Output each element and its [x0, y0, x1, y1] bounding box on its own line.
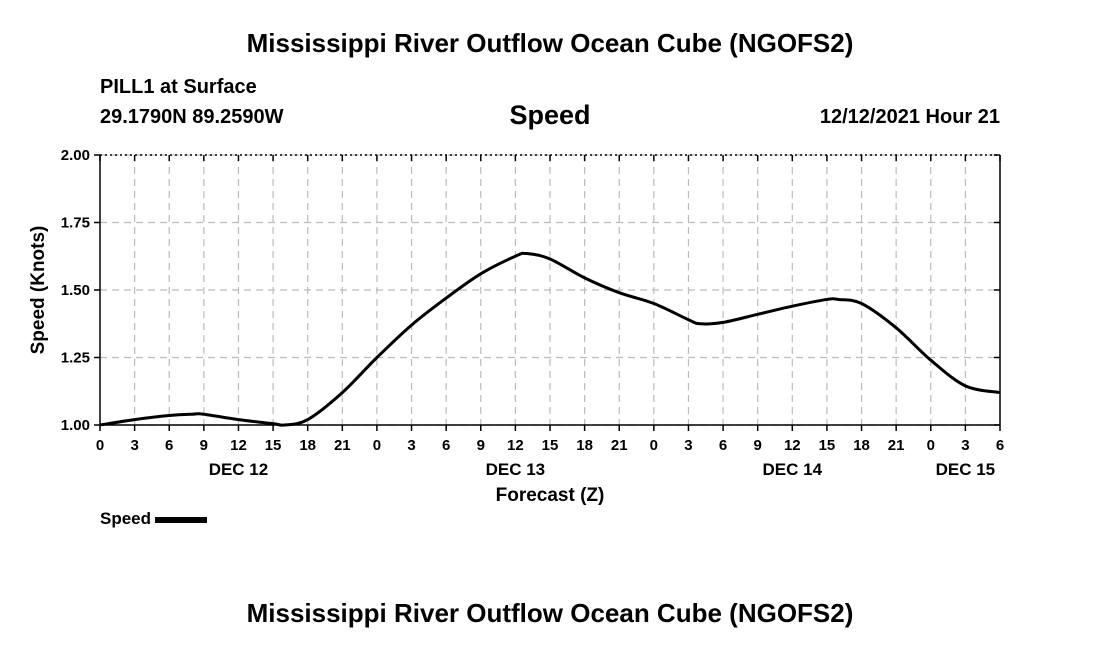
x-tick-label: 6	[996, 437, 1004, 454]
x-tick-label: 18	[576, 437, 593, 454]
page-title: Mississippi River Outflow Ocean Cube (NG…	[246, 28, 854, 58]
y-tick-label: 2.00	[61, 147, 90, 164]
chart-title: Speed	[509, 100, 591, 130]
day-label: DEC 13	[486, 460, 546, 479]
x-tick-label: 0	[96, 437, 104, 454]
x-axis-title: Forecast (Z)	[496, 485, 605, 506]
x-tick-label: 21	[888, 437, 905, 454]
station-label: PILL1 at Surface	[100, 76, 257, 98]
y-tick-label: 1.75	[61, 215, 90, 232]
x-tick-label: 3	[130, 437, 138, 454]
x-tick-label: 15	[542, 437, 559, 454]
x-tick-label: 9	[477, 437, 485, 454]
day-label: DEC 14	[763, 460, 823, 479]
day-label: DEC 15	[936, 460, 996, 479]
x-tick-label: 6	[442, 437, 450, 454]
y-tick-label: 1.25	[61, 350, 90, 367]
x-tick-label: 18	[853, 437, 870, 454]
legend-line-swatch	[155, 517, 208, 523]
x-tick-label: 18	[299, 437, 316, 454]
chart-legend: Speed	[100, 509, 208, 529]
x-tick-label: 0	[373, 437, 381, 454]
x-tick-label: 12	[507, 437, 524, 454]
y-tick-label: 1.50	[61, 282, 90, 299]
x-tick-label: 3	[407, 437, 415, 454]
x-tick-label: 15	[265, 437, 282, 454]
x-tick-label: 3	[961, 437, 969, 454]
x-tick-label: 21	[611, 437, 628, 454]
footer-title: Mississippi River Outflow Ocean Cube (NG…	[246, 598, 854, 628]
station-coordinates: 29.1790N 89.2590W	[100, 106, 284, 128]
x-tick-label: 12	[784, 437, 801, 454]
x-tick-label: 3	[684, 437, 692, 454]
forecast-timestamp: 12/12/2021 Hour 21	[819, 106, 1000, 128]
y-tick-label: 1.00	[61, 417, 90, 434]
x-tick-label: 12	[230, 437, 247, 454]
legend-label: Speed	[100, 509, 152, 528]
x-tick-label: 15	[819, 437, 836, 454]
x-tick-label: 0	[927, 437, 935, 454]
x-tick-label: 9	[754, 437, 762, 454]
y-axis-title: Speed (Knots)	[28, 226, 49, 355]
x-tick-label: 0	[650, 437, 658, 454]
x-tick-label: 6	[719, 437, 727, 454]
speed-series-line	[99, 251, 1001, 427]
x-tick-label: 21	[334, 437, 351, 454]
x-tick-label: 9	[200, 437, 208, 454]
x-tick-label: 6	[165, 437, 173, 454]
day-label: DEC 12	[209, 460, 269, 479]
